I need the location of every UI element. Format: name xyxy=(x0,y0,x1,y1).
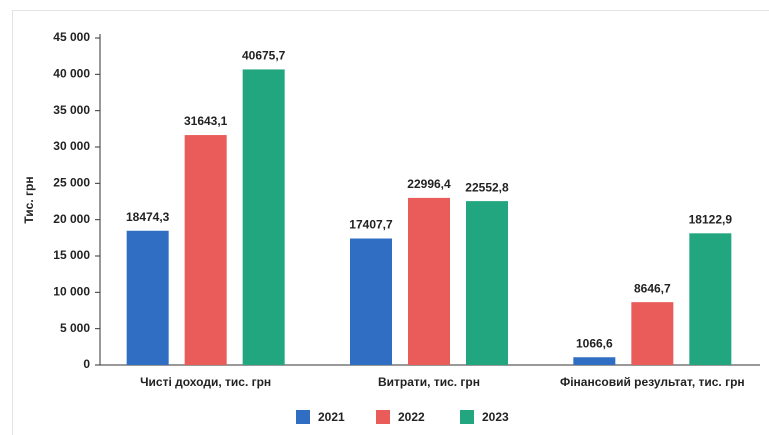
legend-label: 2021 xyxy=(318,410,345,424)
data-label: 18122,9 xyxy=(689,212,733,226)
legend-label: 2022 xyxy=(398,410,425,424)
bar xyxy=(573,357,616,365)
data-label: 8646,7 xyxy=(634,281,671,295)
y-axis-label: Тис. грн xyxy=(22,176,36,223)
y-tick-label: 15 000 xyxy=(53,248,90,262)
legend-swatch xyxy=(296,410,310,424)
data-label: 40675,7 xyxy=(242,49,286,63)
y-tick-label: 45 000 xyxy=(53,30,90,44)
bar xyxy=(408,197,450,365)
y-tick-label: 30 000 xyxy=(53,139,90,153)
bar xyxy=(350,238,392,365)
bar xyxy=(689,233,732,365)
data-label: 18474,3 xyxy=(126,210,170,224)
y-tick-label: 40 000 xyxy=(53,67,90,81)
data-label: 31643,1 xyxy=(184,114,228,128)
bar xyxy=(242,69,285,365)
y-tick-label: 25 000 xyxy=(53,176,90,190)
data-label: 22552,8 xyxy=(465,180,509,194)
data-label: 1066,6 xyxy=(576,336,613,350)
x-tick-label: Чисті доходи, тис. грн xyxy=(140,375,271,389)
bar xyxy=(631,302,674,365)
legend-swatch xyxy=(376,410,390,424)
y-tick-label: 0 xyxy=(83,357,90,371)
x-tick-label: Витрати, тис. грн xyxy=(378,375,480,389)
data-label: 22996,4 xyxy=(407,177,451,191)
bar xyxy=(184,135,227,365)
data-label: 17407,7 xyxy=(349,218,393,232)
y-tick-label: 5 000 xyxy=(60,321,90,335)
y-tick-label: 35 000 xyxy=(53,103,90,117)
bar xyxy=(466,201,508,365)
legend-swatch xyxy=(460,410,474,424)
y-tick-label: 10 000 xyxy=(53,285,90,299)
bar xyxy=(126,230,169,365)
x-tick-label: Фінансовий результат, тис. грн xyxy=(560,375,745,389)
y-tick-label: 20 000 xyxy=(53,212,90,226)
legend-label: 2023 xyxy=(482,410,509,424)
